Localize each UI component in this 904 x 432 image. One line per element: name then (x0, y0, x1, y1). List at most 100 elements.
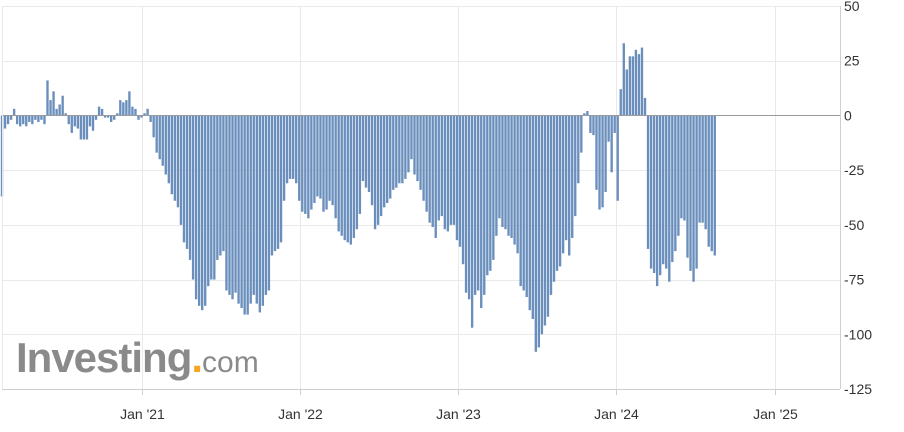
bar (243, 115, 246, 315)
bar (334, 115, 337, 219)
y-tick-label: 50 (844, 0, 860, 14)
bar (152, 115, 155, 138)
bar (22, 115, 25, 125)
bar (516, 115, 519, 254)
bar (477, 115, 480, 291)
bar (167, 115, 171, 184)
bar (376, 115, 380, 225)
bar (76, 115, 80, 129)
bar (470, 115, 474, 328)
bar (349, 115, 352, 245)
bar (19, 115, 22, 127)
bar (161, 115, 164, 166)
bar (15, 115, 19, 125)
bar (134, 108, 137, 116)
bar (325, 115, 328, 210)
bar (9, 115, 13, 120)
bar (237, 115, 240, 304)
bar (546, 115, 550, 317)
bar (52, 91, 55, 116)
bar (298, 115, 301, 201)
bar (194, 115, 198, 300)
bar (571, 115, 574, 238)
bar (279, 115, 283, 243)
bar (382, 115, 386, 208)
bar (443, 115, 447, 230)
bar (540, 115, 544, 335)
bar (598, 115, 601, 210)
bar (204, 115, 207, 306)
bar (501, 115, 504, 228)
bar (589, 115, 592, 133)
bar (346, 115, 349, 243)
bar (437, 115, 440, 221)
bar (143, 113, 146, 116)
bar (82, 115, 86, 140)
bar (131, 106, 134, 116)
bar (122, 102, 125, 116)
bar (210, 115, 213, 280)
bar (631, 56, 635, 116)
bar (601, 115, 604, 208)
bar (586, 111, 589, 116)
bar (46, 80, 49, 116)
bar (686, 115, 689, 258)
x-tick-label: Jan '22 (278, 406, 323, 422)
bar (176, 115, 180, 208)
bar (659, 115, 662, 276)
bar (652, 115, 656, 274)
bar (79, 115, 83, 140)
bar (67, 115, 70, 125)
bar (710, 115, 713, 252)
bar (285, 115, 289, 184)
bar (137, 115, 140, 120)
bar (128, 91, 131, 116)
bar (607, 115, 610, 142)
y-tick-label: 0 (844, 107, 852, 123)
bar (201, 115, 204, 311)
bar (637, 54, 641, 116)
bar (558, 115, 562, 267)
bar (461, 115, 465, 265)
bar (319, 115, 322, 199)
bar (191, 115, 195, 280)
bar (434, 115, 437, 238)
bar (3, 115, 7, 129)
bar (234, 115, 237, 293)
bar (258, 115, 261, 313)
bar (119, 100, 122, 116)
y-tick-label: -50 (844, 217, 864, 233)
bar (604, 115, 607, 193)
bar (113, 115, 116, 120)
bar (288, 115, 292, 179)
y-tick-label: -100 (844, 326, 872, 342)
bar (674, 115, 677, 252)
bar (322, 115, 325, 212)
bar (668, 115, 671, 282)
bar (361, 115, 365, 182)
bar (188, 115, 192, 260)
bar (91, 115, 95, 131)
watermark-brand-text: Investing (16, 334, 192, 381)
bar (577, 115, 580, 184)
bar (662, 115, 665, 265)
bar (549, 115, 553, 295)
bar (564, 115, 568, 241)
bar (522, 115, 525, 291)
bar (543, 115, 547, 326)
bar (640, 47, 644, 116)
bar (364, 115, 368, 188)
bar (316, 115, 319, 197)
bar (149, 115, 152, 122)
bar (352, 115, 356, 238)
bar (55, 108, 58, 116)
bar (173, 115, 177, 201)
bar (510, 115, 513, 238)
bar (552, 115, 556, 282)
bar (73, 115, 76, 127)
bar (486, 115, 489, 276)
bar (555, 115, 559, 271)
bar (270, 115, 274, 256)
bar (40, 115, 43, 120)
bar (707, 115, 710, 247)
